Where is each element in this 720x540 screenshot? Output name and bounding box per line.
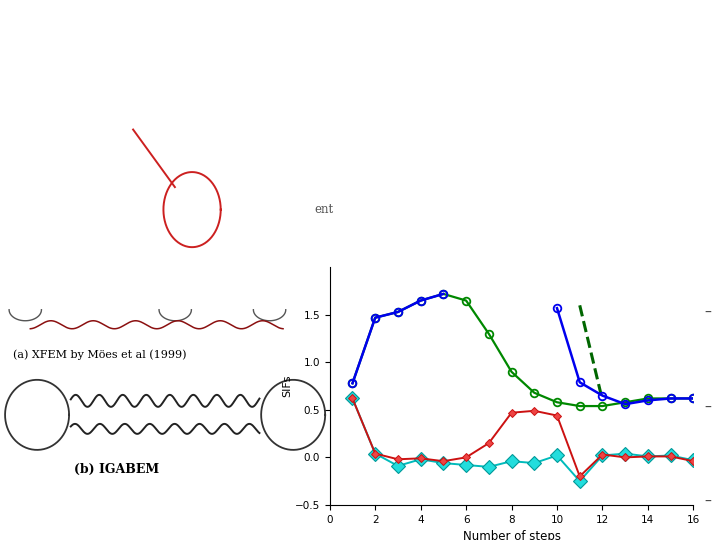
Text: –: – xyxy=(704,306,711,320)
Text: (a) XFEM by Möes et al (1999): (a) XFEM by Möes et al (1999) xyxy=(14,349,187,360)
Text: ent: ent xyxy=(315,203,333,216)
Text: (b) IGABEM: (b) IGABEM xyxy=(74,463,159,476)
Text: –: – xyxy=(704,401,711,415)
X-axis label: Number of steps: Number of steps xyxy=(462,530,561,540)
Text: –: – xyxy=(704,495,711,509)
Text: Numerical examples: crack growth from rivet holes: Numerical examples: crack growth from ri… xyxy=(13,11,516,29)
Text: 16/21: 16/21 xyxy=(647,11,702,29)
Y-axis label: SIFs: SIFs xyxy=(282,375,292,397)
